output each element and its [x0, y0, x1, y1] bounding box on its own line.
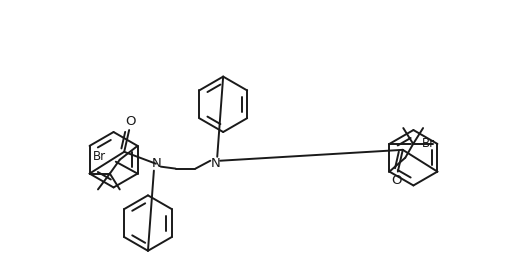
- Text: Br: Br: [422, 137, 435, 150]
- Text: Br: Br: [93, 150, 106, 163]
- Text: N: N: [152, 157, 161, 170]
- Text: N: N: [210, 157, 220, 170]
- Text: O: O: [125, 115, 135, 128]
- Text: O: O: [391, 174, 402, 187]
